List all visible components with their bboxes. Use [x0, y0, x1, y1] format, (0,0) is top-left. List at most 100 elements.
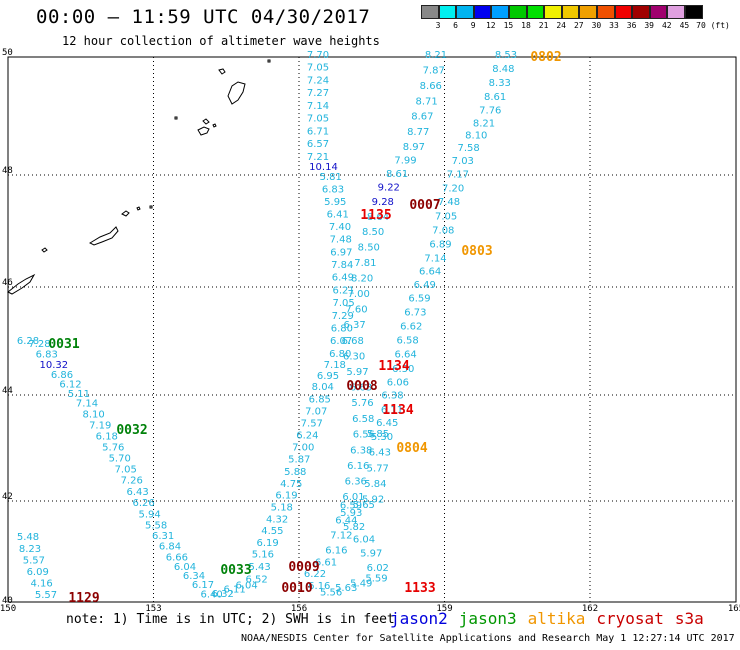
island-kuril-3 — [197, 126, 210, 136]
wave-height-value: 6.66 — [166, 552, 188, 563]
wave-height-value: 7.05 — [332, 298, 354, 309]
wave-height-value: 6.85 — [309, 395, 331, 406]
wave-height-value: 8.21 — [473, 118, 495, 129]
wave-height-value: 7.58 — [457, 143, 479, 154]
legend-swatch — [456, 5, 474, 19]
wave-height-value: 6.11 — [223, 585, 245, 596]
lon-tick-label: 153 — [145, 604, 161, 614]
wave-height-value: 6.37 — [343, 320, 365, 331]
pass-time-stamp: 1134 — [382, 403, 413, 418]
lat-tick-label: 46 — [2, 278, 13, 288]
legend-swatch — [473, 5, 492, 19]
legend-label: 6 — [453, 21, 458, 30]
wave-height-value: 7.70 — [307, 50, 329, 61]
wave-height-value: 7.48 — [438, 197, 460, 208]
wave-height-value: 7.48 — [330, 235, 352, 246]
wave-height-value: 7.28 — [28, 339, 50, 350]
wave-height-value: 5.63 — [335, 583, 357, 594]
wave-height-value: 6.86 — [51, 370, 73, 381]
legend-label: 36 — [626, 21, 637, 30]
wave-height-value: 6.64 — [419, 267, 441, 278]
wave-height-value: 5.18 — [271, 503, 293, 514]
wave-height-value: 8.61 — [484, 92, 506, 103]
wave-height-value: 6.04 — [235, 580, 257, 591]
legend-label: 3 — [435, 21, 441, 30]
wave-height-value: 7.05 — [435, 211, 457, 222]
wave-height-value: 5.95 — [324, 197, 346, 208]
legend-label: 15 — [503, 21, 514, 30]
wave-height-value: 4.75 — [280, 479, 302, 490]
wave-height-value: 6.43 — [126, 487, 148, 498]
wave-height-value: 5.94 — [138, 509, 160, 520]
wave-height-value: 6.26 — [132, 498, 154, 509]
island-kuril-4 — [202, 118, 210, 125]
pass-time-stamp: 0031 — [48, 337, 79, 352]
lon-tick-label: 162 — [582, 604, 598, 614]
wave-height-value: 8.48 — [492, 64, 514, 75]
wave-height-value: 4.16 — [30, 579, 52, 590]
wave-height-value: 9.22 — [378, 183, 400, 194]
wave-height-value: 7.12 — [330, 531, 352, 542]
wave-height-value: 6.57 — [307, 139, 329, 150]
lon-tick-label: 156 — [291, 604, 307, 614]
wave-height-value: 7.24 — [307, 75, 329, 86]
altimeter-tracks: 7.707.057.247.277.147.056.716.577.2110.1… — [17, 50, 517, 601]
wave-height-value: 7.19 — [89, 421, 111, 432]
island-kuril-2 — [218, 68, 226, 75]
wave-height-value: 6.21 — [332, 285, 354, 296]
legend-label: 30 — [591, 21, 602, 30]
wave-height-value: 6.89 — [429, 240, 451, 251]
legend-label: 21 — [538, 21, 549, 30]
wave-height-value: 6.95 — [317, 371, 339, 382]
wave-height-value: 6.61 — [315, 557, 337, 568]
wave-height-value: 7.40 — [329, 222, 351, 233]
wave-height-value: 7.00 — [348, 289, 370, 300]
wave-height-value: 7.14 — [76, 399, 98, 410]
wave-height-value: 8.04 — [312, 382, 334, 393]
page-title: 00:00 – 11:59 UTC 04/30/2017 — [36, 6, 371, 28]
wave-height-value: 7.17 — [447, 170, 469, 181]
wave-height-value: 5.76 — [351, 398, 373, 409]
wave-height-value: 6.58 — [396, 335, 418, 346]
wave-height-value: 6.32 — [212, 589, 234, 600]
wave-height-value: 6.49 — [414, 280, 436, 291]
legend-labels: 3 6 9 12 15 18 21 24 27 30 33 36 39 42 45 70 (ft) — [421, 19, 730, 33]
wave-height-value: 7.21 — [307, 152, 329, 163]
wave-height-value: 6.16 — [347, 461, 369, 472]
map-frame — [7, 56, 737, 603]
wave-height-value: 7.57 — [301, 419, 323, 430]
wave-height-value: 6.31 — [152, 531, 174, 542]
time-stamps: 0802 0803 0804 0007 0008 0009 0010 1135 1134 1134… — [48, 50, 561, 606]
wave-height-value: 5.84 — [364, 479, 386, 490]
wave-height-value: 6.62 — [400, 321, 422, 332]
lon-tick-label: 150 — [0, 604, 16, 614]
wave-height-value: 7.60 — [345, 305, 367, 316]
wave-height-value: 5.92 — [362, 495, 384, 506]
pass-time-stamp: 0032 — [116, 423, 147, 438]
wave-height-value: 6.56 — [353, 430, 375, 441]
wave-height-value: 5.70 — [109, 453, 131, 464]
lat-tick-label: 40 — [2, 596, 13, 606]
wave-height-value: 5.93 — [340, 508, 362, 519]
wave-height-value: 6.50 — [392, 364, 414, 375]
coastline — [7, 59, 271, 295]
page-subtitle: 12 hour collection of altimeter wave hei… — [62, 34, 380, 48]
wave-height-value: 7.26 — [121, 476, 143, 487]
wave-height-value: 6.06 — [387, 377, 409, 388]
wave-height-value: 6.59 — [408, 294, 430, 305]
wave-height-value: 5.82 — [343, 522, 365, 533]
legend-swatch — [684, 5, 703, 19]
wave-height-value: 7.81 — [354, 258, 376, 269]
wave-height-value: 8.20 — [351, 273, 373, 284]
wave-height-value: 6.84 — [159, 542, 181, 553]
legend-swatch — [632, 5, 650, 19]
legend-swatch — [614, 5, 633, 19]
wave-height-value: 7.27 — [307, 88, 329, 99]
wave-height-value: 6.40 — [200, 589, 222, 600]
wave-height-value: 8.23 — [19, 544, 41, 555]
wave-height-value: 8.10 — [82, 410, 104, 421]
wave-height-value: 8.21 — [425, 50, 447, 61]
wave-height-value: 7.99 — [394, 156, 416, 167]
wave-height-value: 6.34 — [183, 571, 205, 582]
wave-height-value: 6.45 — [376, 418, 398, 429]
